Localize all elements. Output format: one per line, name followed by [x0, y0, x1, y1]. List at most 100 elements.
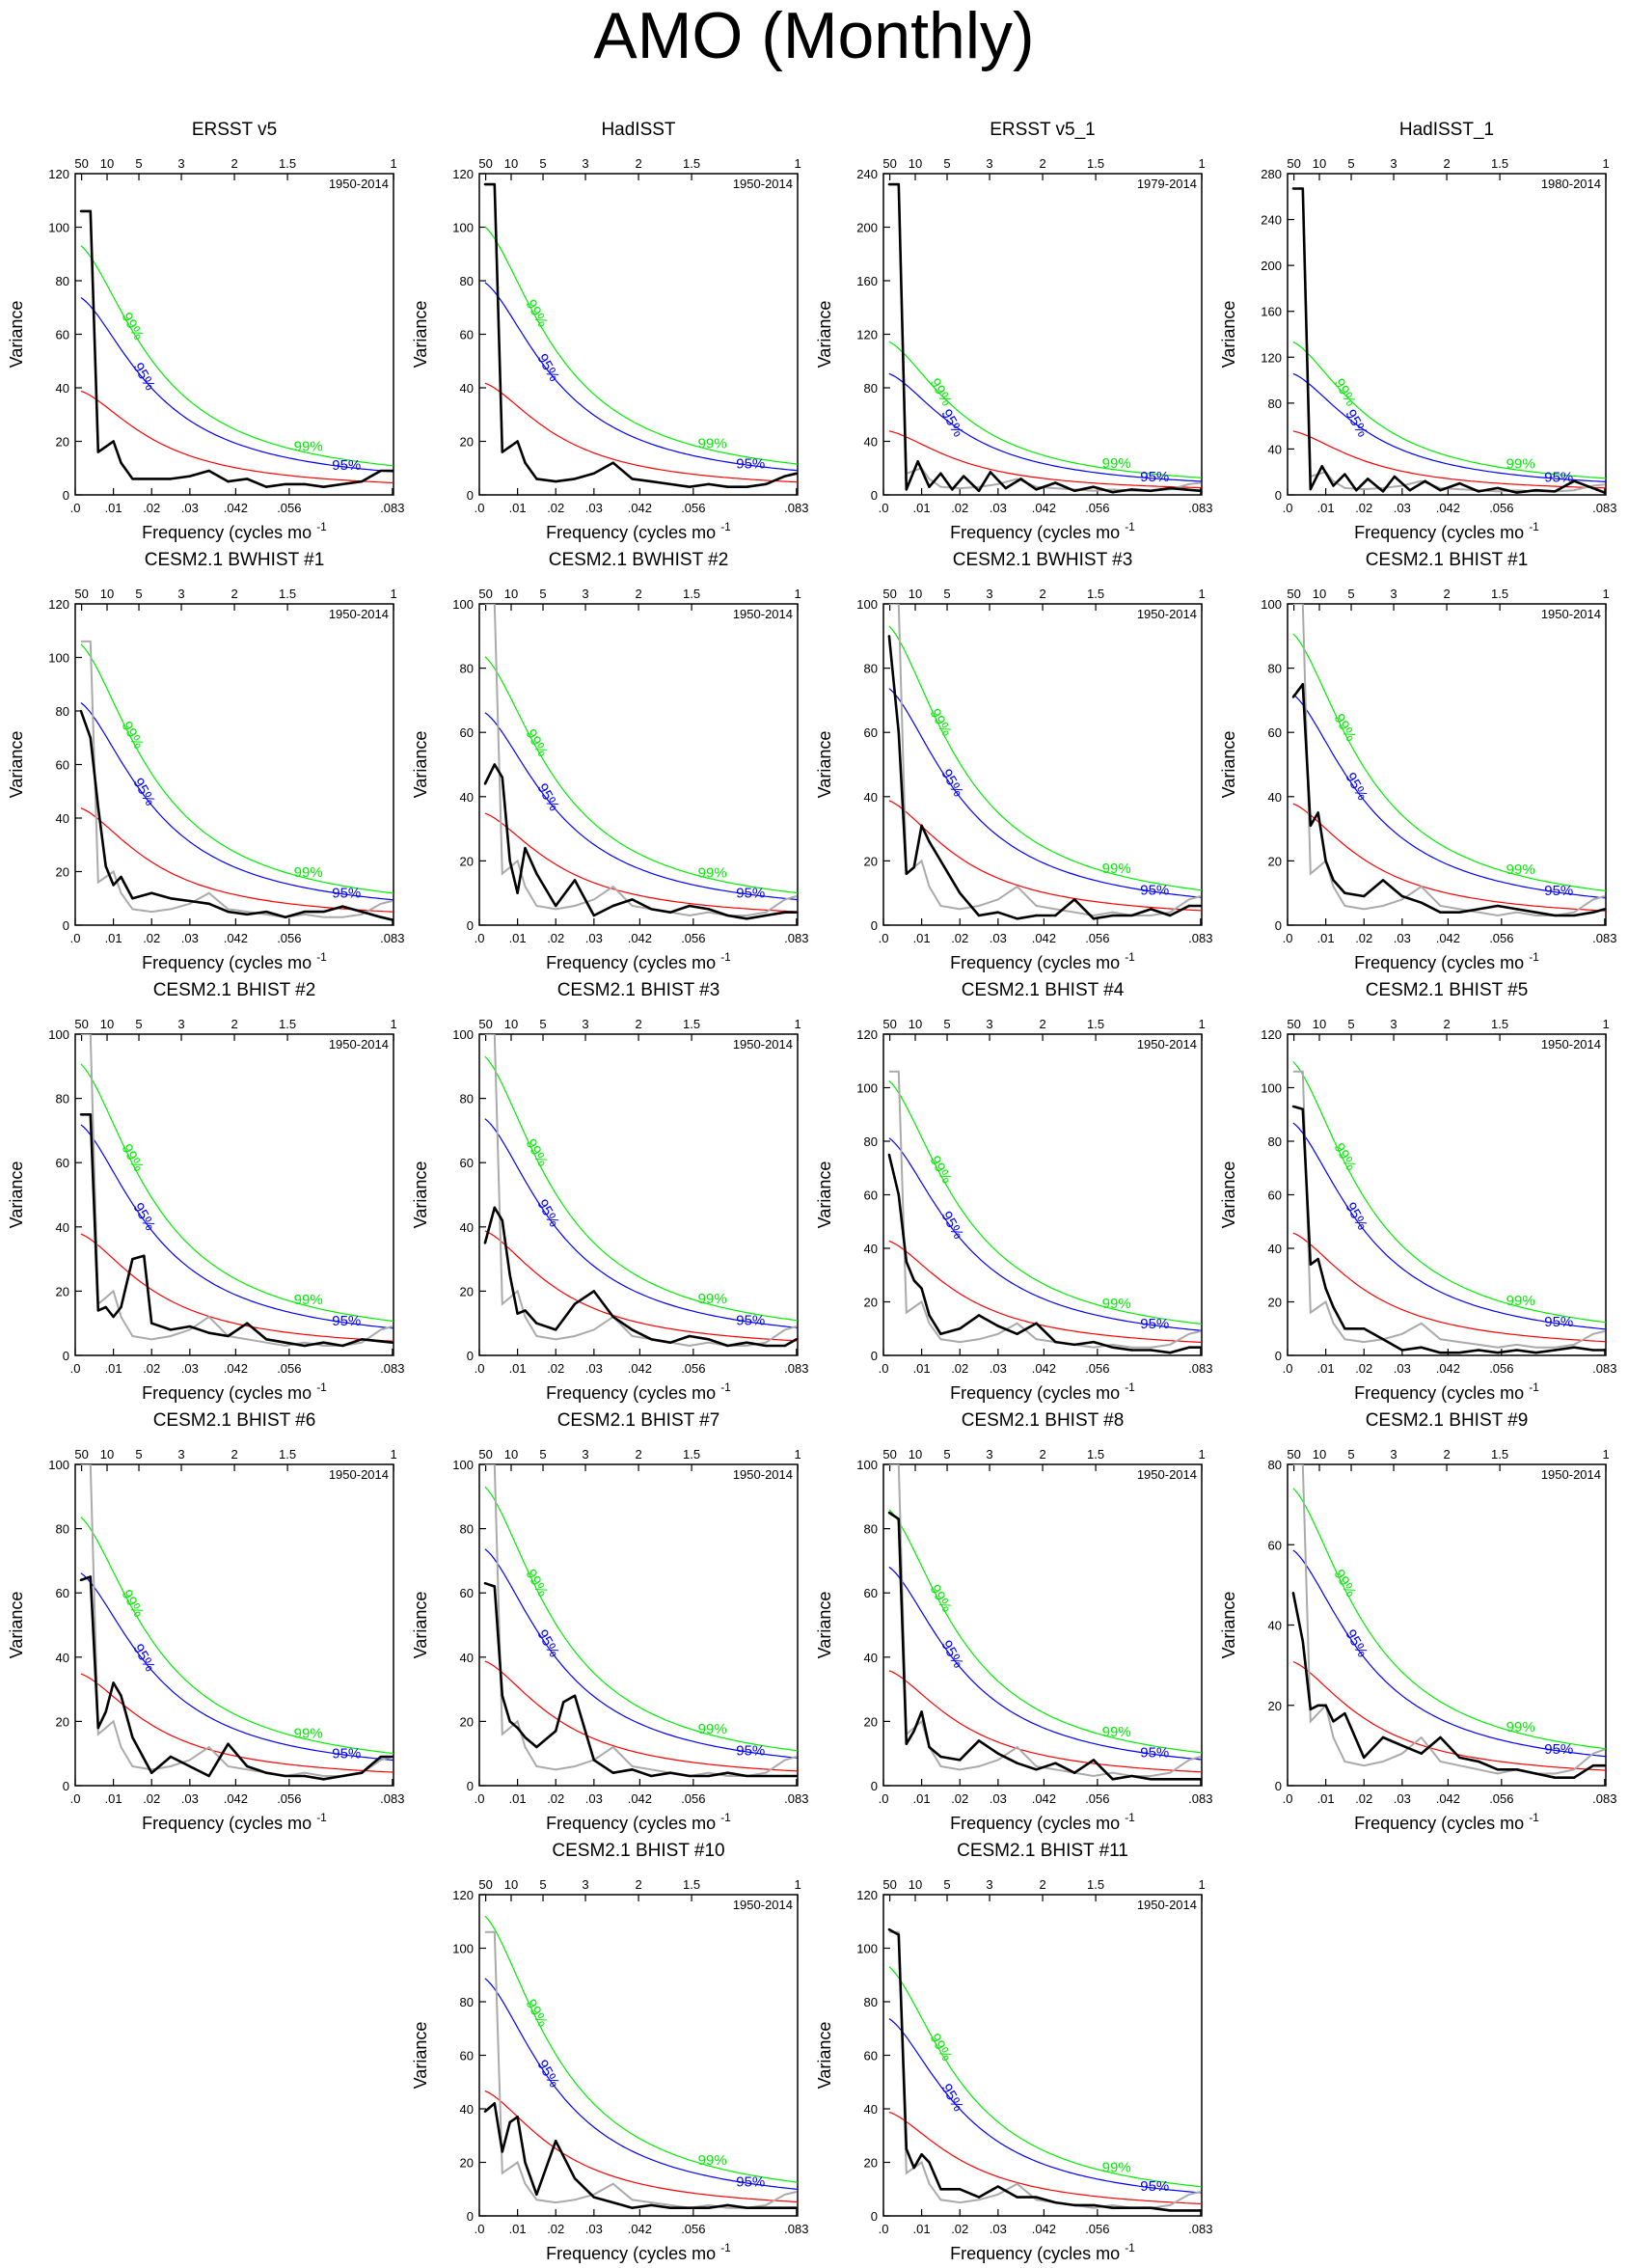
spectrum-point — [1381, 490, 1385, 493]
y-tick-label: 60 — [1268, 1189, 1282, 1203]
x-tick-label: .02 — [1355, 501, 1372, 515]
spectrum-point — [264, 485, 268, 488]
top-tick-label: 10 — [909, 156, 922, 171]
y-axis-label: Variance — [1219, 1592, 1238, 1659]
panel-title: CESM2.1 BWHIST #1 — [145, 550, 325, 570]
top-tick-label: 50 — [882, 587, 896, 601]
top-tick-label: 5 — [539, 156, 546, 171]
plot-frame — [882, 173, 1203, 496]
spectrum-point — [1408, 489, 1412, 492]
spectrum-point — [912, 865, 915, 869]
spectrum-point — [501, 2150, 503, 2153]
spectrum-point — [1439, 911, 1442, 914]
x-axis-label: Frequency (cycles mo -1 — [142, 520, 327, 542]
spectrum-point — [1363, 1327, 1366, 1330]
y-tick-label: 40 — [864, 790, 878, 805]
top-tick-label: 1.5 — [683, 1447, 700, 1462]
plot-frame — [1287, 603, 1607, 926]
x-tick-label: .083 — [1592, 1791, 1616, 1806]
spectrum-point — [1130, 488, 1133, 491]
x-tick-label: .02 — [143, 1361, 160, 1376]
spectrum-point — [1458, 481, 1461, 485]
spectrum-point — [501, 776, 503, 779]
top-tick-label: 2 — [1443, 1447, 1450, 1462]
x-tick-label: .03 — [181, 1361, 199, 1376]
spectrum-point — [1035, 1322, 1038, 1325]
top-tick-label: 5 — [539, 1877, 546, 1892]
ci95-curve — [484, 1548, 798, 1759]
spectrum-point — [631, 478, 634, 480]
y-tick-label: 40 — [460, 1651, 474, 1665]
x-axis-label-exponent: -1 — [1125, 1811, 1135, 1824]
spectrum-point — [1168, 914, 1172, 917]
ci95-label: 95% — [1342, 407, 1370, 441]
y-tick-label: 20 — [56, 865, 69, 880]
top-tick-label: 50 — [882, 1017, 896, 1031]
x-tick-label: .01 — [913, 501, 931, 515]
y-axis-label: Variance — [7, 301, 26, 369]
spectrum-point — [1439, 1352, 1442, 1354]
spectrum-point — [573, 478, 577, 480]
spectrum-point — [1072, 1343, 1076, 1347]
spectrum-point — [1092, 2203, 1096, 2207]
spectrum-point — [1324, 1287, 1327, 1290]
top-tick-label: 2 — [635, 156, 641, 171]
spectrum-point — [707, 482, 710, 486]
spectrum-panel: CESM2.1 BHIST #1 1950-2014 .0 .01 .02 .03 .042… — [1219, 550, 1616, 972]
ci95-label: 95% — [533, 780, 562, 814]
ci99-curve — [1292, 1488, 1606, 1750]
ci99-curve — [888, 1966, 1202, 2188]
spectrum-point — [688, 2206, 692, 2209]
spectrum-point — [650, 908, 653, 911]
spectrum-point — [1355, 489, 1358, 492]
ci95-label: 95% — [1544, 1314, 1573, 1330]
observed-reference-line — [888, 1070, 1202, 1349]
y-axis-label: Variance — [815, 731, 834, 799]
red-noise-curve — [888, 430, 1202, 489]
x-tick-label: .083 — [380, 501, 404, 515]
period-label: 1950-2014 — [733, 1037, 793, 1052]
ci99-label: 99% — [698, 436, 727, 452]
spectrum-point — [391, 1755, 393, 1759]
spectrum-point — [783, 475, 787, 478]
top-tick-label: 2 — [231, 587, 237, 601]
spectrum-point — [650, 1338, 653, 1341]
spectrum-point — [905, 1260, 908, 1264]
x-tick-label: .02 — [951, 1791, 968, 1806]
top-tick-label: 2 — [635, 1447, 641, 1462]
spectrum-point — [524, 846, 527, 850]
top-tick-label: 1 — [391, 587, 397, 601]
y-tick-label: 20 — [460, 1284, 474, 1298]
spectrum-point — [726, 2203, 729, 2207]
spectrum-panel: ERSST v5_1 1979-2014 .0 .01 .02 .03 .042 .056 .0… — [815, 120, 1212, 542]
ci99-label: 99% — [1330, 711, 1359, 745]
spectrum-point — [746, 1774, 748, 1778]
red-noise-curve — [888, 1670, 1202, 1773]
spectrum-point — [555, 904, 557, 908]
spectrum-point — [150, 1322, 153, 1325]
spectrum-point — [1111, 1346, 1114, 1349]
spectrum-point — [1316, 1257, 1319, 1261]
x-tick-label: .0 — [475, 501, 485, 515]
y-axis-label: Variance — [815, 301, 834, 369]
spectrum-point — [1309, 487, 1313, 491]
top-tick-label: 10 — [504, 1017, 518, 1031]
period-label: 1950-2014 — [329, 1037, 389, 1052]
spectrum-point — [592, 2196, 595, 2199]
spectrum-point — [939, 2188, 942, 2191]
spectrum-line — [888, 1927, 1201, 2212]
spectrum-point — [341, 482, 344, 486]
x-tick-label: .056 — [1085, 1791, 1109, 1806]
x-tick-label: .01 — [913, 1791, 931, 1806]
ci99-curve — [484, 1486, 798, 1752]
y-tick-label: 120 — [856, 1888, 878, 1902]
spectrum-point — [1515, 1768, 1518, 1771]
top-tick-label: 1 — [795, 156, 801, 171]
spectrum-point — [1515, 1349, 1518, 1352]
x-tick-label: .01 — [509, 1361, 527, 1376]
spectrum-point — [322, 1341, 325, 1344]
ci95-label: 95% — [1140, 1745, 1169, 1762]
ci95-curve — [1292, 694, 1606, 899]
spectrum-point — [1092, 485, 1096, 488]
